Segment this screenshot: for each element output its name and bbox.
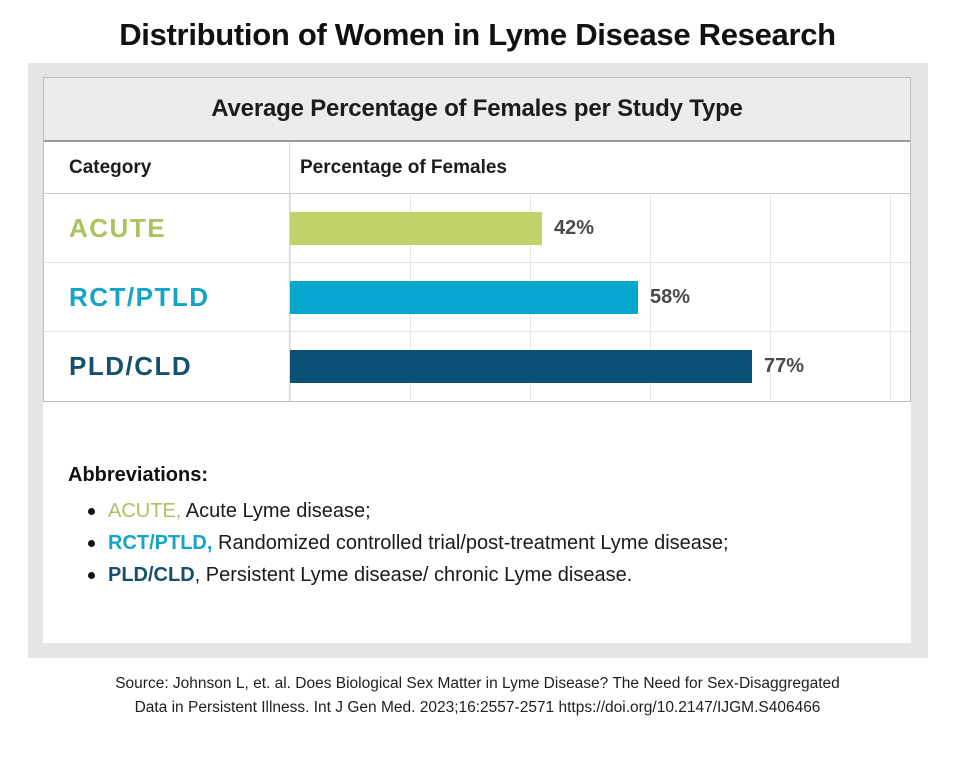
infographic-card: Average Percentage of Females per Study … [28,63,928,658]
abbreviations-heading: Abbreviations: [68,464,209,486]
bar-cell: 77% [290,332,910,401]
chart-panel: Average Percentage of Females per Study … [43,77,911,643]
bar-cell: 58% [290,263,910,331]
page-title: Distribution of Women in Lyme Disease Re… [119,17,836,52]
category-label: ACUTE [44,194,290,262]
bullet-icon [88,508,95,515]
chart-table: Average Percentage of Females per Study … [43,77,911,402]
column-header-category: Category [44,142,290,193]
table-row: PLD/CLD 77% [44,332,910,401]
abbreviation-term: ACUTE, [108,500,182,522]
abbreviation-item: ACUTE, Acute Lyme disease; [68,495,911,527]
bar-value-label: 42% [554,216,595,239]
abbreviations-list: ACUTE, Acute Lyme disease; RCT/PTLD, Rand… [68,495,911,591]
abbreviation-text: PLD/CLD, Persistent Lyme disease/ chroni… [108,564,633,586]
table-row: RCT/PTLD 58% [44,263,910,332]
bullet-icon [88,540,95,547]
table-row: ACUTE 42% [44,194,910,263]
category-label: PLD/CLD [44,332,290,401]
category-label: RCT/PTLD [44,263,290,331]
chart-title: Average Percentage of Females per Study … [44,78,910,142]
abbreviation-text: ACUTE, Acute Lyme disease; [108,500,371,522]
abbreviation-text: RCT/PTLD, Randomized controlled trial/po… [108,532,729,554]
table-header-row: Category Percentage of Females [44,142,910,194]
source-line-1: Source: Johnson L, et. al. Does Biologic… [115,675,840,692]
abbreviation-term: RCT/PTLD, [108,532,213,554]
abbreviation-item: PLD/CLD, Persistent Lyme disease/ chroni… [68,559,911,591]
abbreviation-item: RCT/PTLD, Randomized controlled trial/po… [68,527,911,559]
bullet-icon [88,572,95,579]
abbreviations-block: Abbreviations: ACUTE, Acute Lyme disease… [68,464,911,591]
bar-value-label: 77% [764,355,805,377]
bar-value-label: 58% [650,285,691,308]
bar [290,211,542,245]
bar [290,280,638,314]
bar-cell: 42% [290,194,910,262]
chart-rows: ACUTE 42% RCT/PTLD 58% PLD/CLD 77% [44,194,910,401]
abbreviation-term: PLD/CLD [108,564,195,586]
bar [290,350,752,383]
column-header-percentage: Percentage of Females [300,156,507,178]
source-line-2: Data in Persistent Illness. Int J Gen Me… [134,699,821,716]
source-citation: Source: Johnson L, et. al. Does Biologic… [0,672,955,720]
